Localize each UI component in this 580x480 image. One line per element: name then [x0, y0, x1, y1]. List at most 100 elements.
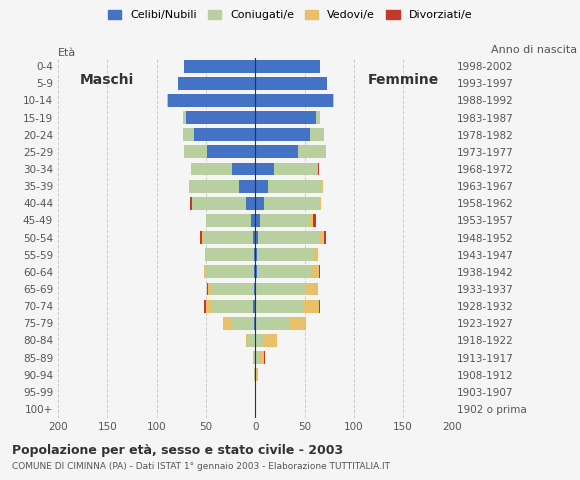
Bar: [255, 197, 264, 210]
Bar: [203, 231, 253, 244]
Bar: [178, 77, 255, 90]
Bar: [202, 231, 203, 244]
Bar: [260, 214, 310, 227]
Bar: [256, 283, 306, 296]
Bar: [257, 248, 313, 261]
Bar: [251, 214, 255, 227]
Bar: [258, 231, 320, 244]
Bar: [255, 231, 258, 244]
Bar: [183, 128, 194, 141]
Bar: [256, 300, 303, 312]
Bar: [206, 214, 251, 227]
Bar: [255, 385, 256, 398]
Bar: [191, 163, 231, 176]
Bar: [184, 60, 255, 72]
Bar: [254, 283, 255, 296]
Bar: [206, 300, 212, 312]
Bar: [186, 111, 255, 124]
Bar: [255, 128, 310, 141]
Text: COMUNE DI CIMINNA (PA) - Dati ISTAT 1° gennaio 2003 - Elaborazione TUTTITALIA.IT: COMUNE DI CIMINNA (PA) - Dati ISTAT 1° g…: [12, 462, 390, 471]
Bar: [255, 248, 257, 261]
Bar: [259, 351, 264, 364]
Bar: [255, 265, 257, 278]
Bar: [223, 317, 231, 330]
Bar: [322, 180, 323, 192]
Bar: [320, 231, 324, 244]
Bar: [316, 111, 320, 124]
Bar: [264, 334, 277, 347]
Bar: [255, 368, 256, 381]
Bar: [205, 248, 206, 261]
Bar: [253, 300, 255, 312]
Bar: [240, 180, 255, 192]
Bar: [255, 145, 298, 158]
Bar: [212, 300, 253, 312]
Bar: [313, 214, 316, 227]
Bar: [255, 180, 268, 192]
Bar: [310, 128, 324, 141]
Bar: [255, 214, 260, 227]
Bar: [206, 248, 254, 261]
Bar: [298, 145, 326, 158]
Bar: [257, 265, 311, 278]
Bar: [246, 197, 255, 210]
Bar: [255, 77, 327, 90]
Bar: [255, 163, 274, 176]
Bar: [313, 248, 318, 261]
Bar: [207, 283, 208, 296]
Bar: [208, 283, 211, 296]
Bar: [248, 334, 255, 347]
Text: Femmine: Femmine: [368, 73, 438, 87]
Bar: [255, 334, 264, 347]
Bar: [192, 197, 246, 210]
Bar: [318, 163, 319, 176]
Bar: [264, 351, 265, 364]
Bar: [311, 265, 319, 278]
Text: Età: Età: [58, 48, 76, 58]
Bar: [253, 231, 255, 244]
Bar: [231, 163, 255, 176]
Bar: [306, 283, 318, 296]
Bar: [190, 197, 192, 210]
Text: Anno di nascita: Anno di nascita: [491, 45, 577, 55]
Bar: [256, 317, 289, 330]
Bar: [254, 248, 255, 261]
Bar: [319, 300, 320, 312]
Bar: [207, 145, 255, 158]
Bar: [204, 265, 206, 278]
Bar: [256, 368, 258, 381]
Bar: [246, 334, 248, 347]
Bar: [184, 145, 207, 158]
Bar: [320, 197, 321, 210]
Text: Maschi: Maschi: [80, 73, 135, 87]
Bar: [200, 231, 202, 244]
Bar: [255, 351, 259, 364]
Bar: [333, 94, 334, 107]
Bar: [274, 163, 318, 176]
Bar: [324, 231, 326, 244]
Bar: [319, 265, 320, 278]
Bar: [255, 60, 320, 72]
Legend: Celibi/Nubili, Coniugati/e, Vedovi/e, Divorziati/e: Celibi/Nubili, Coniugati/e, Vedovi/e, Di…: [103, 6, 477, 25]
Bar: [268, 180, 322, 192]
Bar: [254, 317, 255, 330]
Bar: [189, 180, 240, 192]
Bar: [255, 94, 333, 107]
Bar: [255, 283, 256, 296]
Bar: [183, 111, 186, 124]
Bar: [211, 283, 254, 296]
Bar: [194, 128, 255, 141]
Bar: [231, 317, 254, 330]
Bar: [255, 317, 256, 330]
Bar: [303, 300, 319, 312]
Bar: [204, 300, 206, 312]
Bar: [206, 265, 254, 278]
Bar: [254, 368, 255, 381]
Bar: [255, 300, 256, 312]
Bar: [255, 111, 316, 124]
Bar: [253, 351, 255, 364]
Bar: [168, 94, 255, 107]
Bar: [264, 197, 320, 210]
Text: Popolazione per età, sesso e stato civile - 2003: Popolazione per età, sesso e stato civil…: [12, 444, 343, 457]
Bar: [254, 265, 255, 278]
